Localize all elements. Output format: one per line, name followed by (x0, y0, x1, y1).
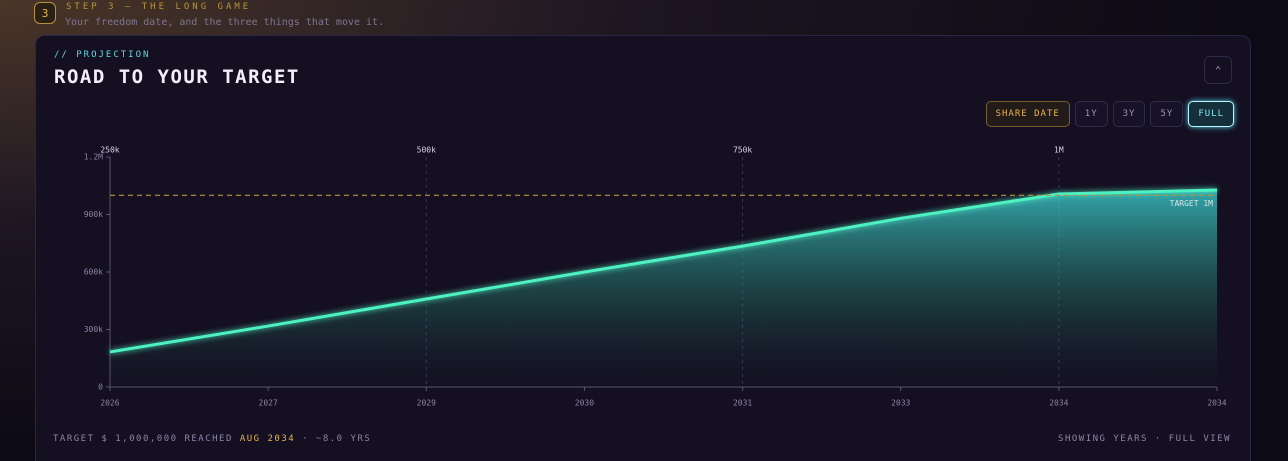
milestone-label: 250k (100, 146, 119, 155)
share-button[interactable]: SHARE DATE (985, 101, 1070, 127)
area (110, 189, 1217, 387)
step-subtitle: Your freedom date, and the three things … (65, 17, 385, 28)
target-label: TARGET 1M (1170, 199, 1214, 208)
footer-date: AUG 2034 (239, 434, 296, 444)
range-button[interactable]: 5Y (1150, 101, 1184, 127)
footer-summary: TARGET $ 1,000,000 REACHED AUG 2034 · ~8… (53, 434, 371, 444)
x-tick-label: 2033 (891, 399, 910, 408)
x-tick-label: 2031 (733, 399, 752, 408)
step-label: STEP 3 — THE LONG GAME (66, 2, 252, 12)
x-tick-label: 2026 (100, 399, 119, 408)
range-button[interactable]: FULL (1188, 101, 1234, 127)
footer-suffix: · ~8.0 YRS (302, 434, 372, 444)
range-buttons: SHARE DATE 1Y 3Y 5Y FULL (985, 101, 1234, 127)
line (109, 188, 1218, 354)
x-tick-label: 2029 (417, 399, 436, 408)
y-tick-label: 0 (98, 383, 103, 392)
eyebrow: // PROJECTION (54, 50, 151, 60)
step-badge: 3 (34, 2, 56, 24)
milestone-label: 1M (1054, 146, 1064, 155)
milestone-label: 750k (733, 146, 752, 155)
y-tick-label: 900k (84, 210, 103, 219)
y-tick-label: 300k (84, 325, 103, 334)
range-button[interactable]: 3Y (1112, 101, 1146, 127)
y-tick-label: 1.2M (84, 153, 103, 162)
x-tick-label: 2034 (1207, 399, 1226, 408)
milestone-label: 500k (417, 146, 436, 155)
footer-prefix: TARGET $ 1,000,000 REACHED (53, 434, 233, 444)
y-tick-label: 600k (84, 268, 103, 277)
collapse-button[interactable]: ⌃ (1204, 56, 1232, 84)
x-tick-label: 2027 (259, 399, 278, 408)
range-button[interactable]: 1Y (1074, 101, 1108, 127)
footer-view: SHOWING YEARS · FULL VIEW (1058, 434, 1231, 444)
x-tick-label: 2030 (575, 399, 594, 408)
card-title: ROAD TO YOUR TARGET (54, 66, 300, 88)
x-tick-label: 2034 (1049, 399, 1068, 408)
